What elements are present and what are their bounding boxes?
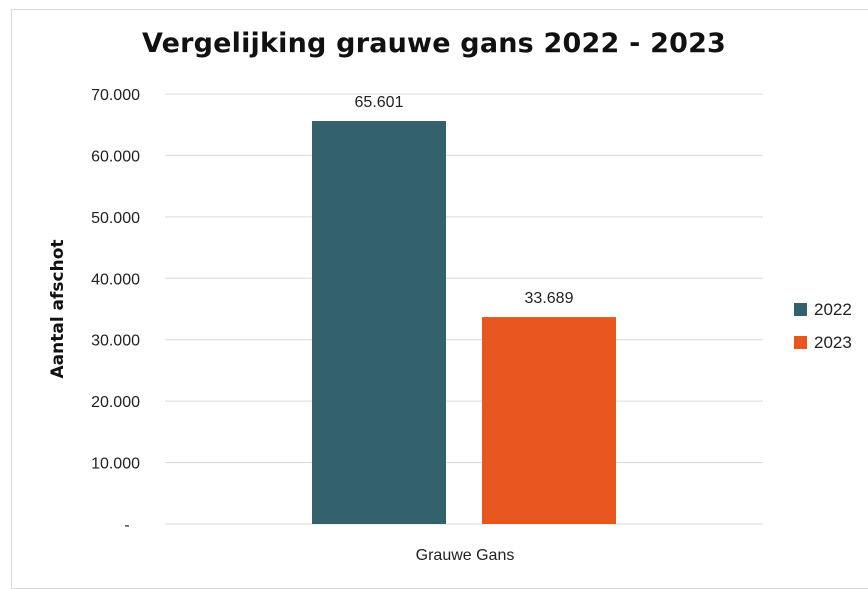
legend-label: 2022 bbox=[814, 299, 852, 319]
bar-2023 bbox=[482, 317, 616, 524]
legend-swatch bbox=[794, 336, 807, 349]
data-label-2022: 65.601 bbox=[355, 94, 404, 111]
gridlines bbox=[165, 93, 763, 525]
legend-item-2023: 2023 bbox=[794, 326, 852, 359]
y-tick-label: 20.000 bbox=[91, 394, 140, 411]
y-tick-label: 70.000 bbox=[91, 87, 140, 104]
bar-2022 bbox=[312, 121, 446, 524]
legend-label: 2023 bbox=[814, 332, 852, 352]
y-tick-label: 30.000 bbox=[91, 333, 140, 350]
legend-item-2022: 2022 bbox=[794, 293, 852, 326]
y-tick-label: 40.000 bbox=[91, 271, 140, 288]
bars bbox=[312, 121, 616, 524]
data-labels: 65.601 33.689 bbox=[355, 94, 574, 307]
bar-chart: - 10.000 20.000 30.000 40.000 50.000 60.000 70.… bbox=[48, 87, 763, 564]
y-tick-label: 10.000 bbox=[91, 456, 140, 473]
legend-swatch bbox=[794, 303, 807, 316]
x-category-label: Grauwe Gans bbox=[416, 547, 515, 564]
legend: 2022 2023 bbox=[794, 293, 852, 359]
y-tick-label: 60.000 bbox=[91, 148, 140, 165]
chart-title: Vergelijking grauwe gans 2022 - 2023 bbox=[141, 28, 727, 59]
y-tick-labels: - 10.000 20.000 30.000 40.000 50.000 60.000 70.… bbox=[91, 87, 140, 534]
y-tick-label: 50.000 bbox=[91, 210, 140, 227]
y-tick-label: - bbox=[124, 517, 129, 534]
data-label-2023: 33.689 bbox=[525, 290, 574, 307]
y-axis-label: Aantal afschot bbox=[48, 239, 68, 378]
